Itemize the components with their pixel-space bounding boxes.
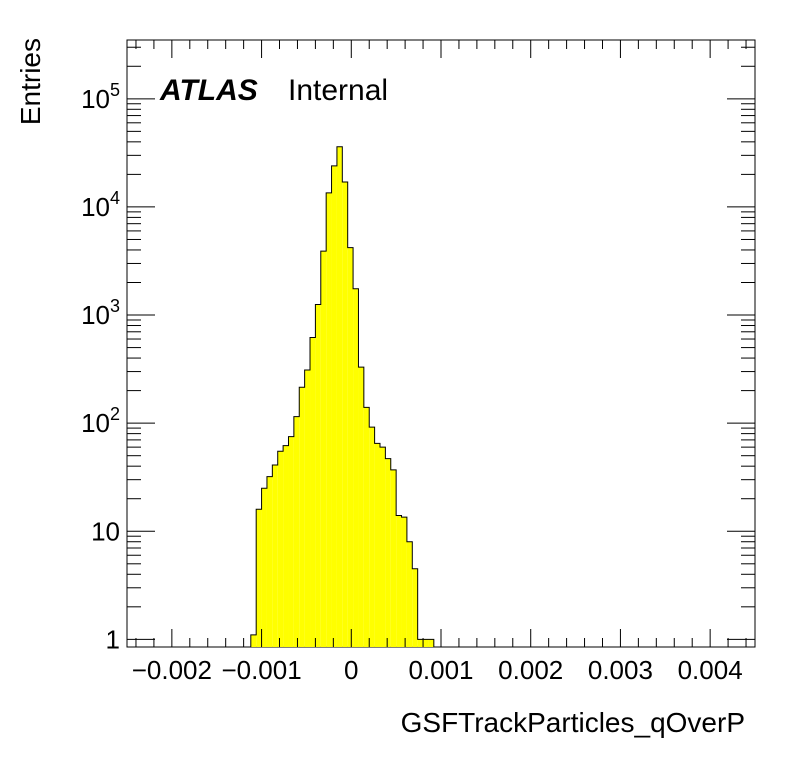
histogram-bar [358, 367, 364, 647]
histogram-bar [363, 407, 370, 647]
histogram-bars [250, 146, 435, 648]
y-tick-label: 103 [81, 296, 120, 330]
histogram-bar [401, 517, 407, 647]
histogram-bar [283, 445, 289, 647]
histogram-bar [256, 509, 262, 647]
y-axis-label: Entries [15, 38, 46, 125]
histogram-bar [385, 458, 391, 647]
histogram-bar [266, 476, 273, 647]
x-axis-ticks: −0.002 −0.001 0 0.001 0.002 0.003 0.004 [132, 40, 747, 685]
histogram-bar [369, 427, 375, 647]
y-tick-label: 1 [106, 624, 120, 654]
histogram-outline [250, 146, 435, 647]
histogram-bar [288, 436, 294, 647]
y-tick-label: 10 [91, 516, 120, 546]
x-tick-label: 0.001 [408, 655, 473, 685]
x-axis-label: GSFTrackParticles_qOverP [401, 707, 745, 738]
y-axis-ticks: 1 10 102 103 104 105 [81, 46, 755, 654]
x-tick-label: −0.001 [221, 655, 301, 685]
histogram-bar [320, 251, 327, 648]
histogram-bar [315, 304, 321, 647]
histogram-bar [342, 182, 348, 647]
histogram-bar [406, 541, 413, 647]
histogram-bar [293, 416, 300, 647]
histogram-bar [374, 443, 380, 647]
internal-label: Internal [288, 74, 388, 107]
histogram-bar [299, 387, 305, 647]
x-tick-label: 0 [344, 655, 358, 685]
histogram-bar [396, 515, 402, 647]
x-tick-label: −0.002 [132, 655, 212, 685]
x-tick-label: 0.004 [678, 655, 743, 685]
histogram-bar [331, 165, 337, 647]
histogram-bar [412, 568, 418, 647]
y-tick-label: 105 [81, 80, 120, 114]
x-tick-label: 0.002 [498, 655, 563, 685]
plot-frame [126, 39, 756, 648]
histogram-bar [423, 639, 429, 647]
histogram-bar [326, 192, 332, 648]
atlas-label: ATLAS [159, 74, 258, 107]
histogram-bar [390, 469, 397, 647]
x-tick-label: 0.003 [588, 655, 653, 685]
histogram-bar [261, 488, 267, 647]
histogram-bar [272, 465, 278, 647]
histogram-bar [417, 639, 424, 647]
histogram-bar [310, 337, 316, 647]
y-tick-label: 102 [81, 404, 120, 438]
histogram-bar [277, 451, 284, 647]
y-tick-label: 104 [81, 188, 120, 222]
histogram-bar [428, 639, 434, 647]
histogram-bar [304, 370, 311, 647]
histogram-bar [250, 634, 257, 647]
histogram-bar [336, 146, 343, 647]
histogram-bar [347, 247, 354, 648]
histogram-bar [379, 447, 386, 647]
histogram-bar [353, 288, 359, 647]
